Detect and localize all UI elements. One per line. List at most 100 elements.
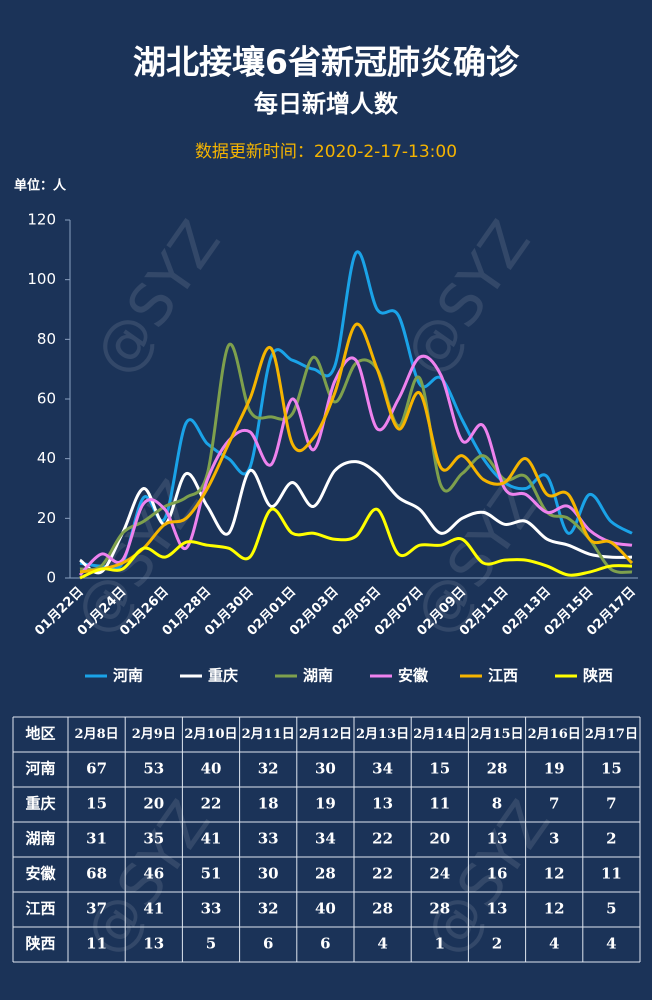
table-header: 2月14日: [413, 727, 466, 742]
table-cell: 22: [372, 865, 393, 883]
table-cell: 2: [606, 830, 616, 848]
table-header: 2月16日: [528, 727, 581, 742]
table-cell: 5: [606, 900, 616, 918]
table-cell: 4: [549, 935, 559, 953]
y-tick-label: 20: [37, 509, 56, 527]
table-cell: 33: [201, 900, 222, 918]
y-tick-label: 0: [46, 569, 56, 587]
table-cell: 8: [492, 795, 502, 813]
table-cell: 6: [263, 935, 273, 953]
y-tick-label: 120: [27, 211, 56, 229]
table-cell: 30: [315, 760, 336, 778]
update-time: 数据更新时间：2020-2-17-13:00: [195, 142, 457, 162]
table-cell: 12: [544, 900, 565, 918]
table-cell: 53: [143, 760, 164, 778]
table-cell: 1: [435, 935, 445, 953]
legend-label: 江西: [488, 667, 518, 685]
table-cell: 28: [315, 865, 336, 883]
table-cell: 15: [86, 795, 107, 813]
table-header: 2月17日: [585, 727, 638, 742]
table-cell: 40: [201, 760, 222, 778]
table-cell: 2: [492, 935, 502, 953]
table-cell: 35: [143, 830, 164, 848]
table-header: 2月9日: [132, 727, 176, 742]
table-cell: 24: [429, 865, 450, 883]
table-cell: 6: [320, 935, 330, 953]
watermark: @SYZ: [390, 209, 543, 387]
table-header: 2月12日: [299, 727, 352, 742]
table-cell: 34: [315, 830, 336, 848]
table-cell: 7: [606, 795, 616, 813]
table-cell: 13: [487, 900, 508, 918]
table-cell: 31: [86, 830, 107, 848]
watermark: @SYZ: [80, 209, 233, 387]
chart-subtitle: 每日新增人数: [254, 90, 399, 118]
series-line: [79, 507, 633, 580]
table-cell: 28: [372, 900, 393, 918]
table-cell: 湖南: [25, 830, 55, 848]
legend-label: 安徽: [398, 667, 429, 685]
table-cell: 7: [549, 795, 559, 813]
y-tick-label: 40: [37, 449, 56, 467]
table-cell: 18: [258, 795, 279, 813]
table-header: 2月8日: [75, 727, 119, 742]
table-cell: 22: [372, 830, 393, 848]
table-cell: 32: [258, 900, 279, 918]
table-cell: 19: [544, 760, 565, 778]
table-cell: 重庆: [25, 795, 55, 813]
table-cell: 15: [601, 760, 622, 778]
table-cell: 20: [429, 830, 450, 848]
table-cell: 46: [143, 865, 164, 883]
table-cell: 4: [377, 935, 387, 953]
table-cell: 11: [86, 935, 107, 953]
table-cell: 安徽: [25, 865, 56, 883]
table-cell: 河南: [25, 760, 55, 778]
table-cell: 40: [315, 900, 336, 918]
chart-title: 湖北接壤6省新冠肺炎确诊: [133, 43, 520, 82]
legend-label: 陕西: [583, 667, 613, 685]
table-header: 2月11日: [242, 727, 295, 742]
y-tick-label: 100: [27, 270, 56, 288]
table-cell: 33: [258, 830, 279, 848]
table-cell: 3: [549, 830, 559, 848]
series-line: [78, 354, 633, 577]
table-cell: 67: [86, 760, 107, 778]
table-cell: 30: [258, 865, 279, 883]
table-cell: 16: [487, 865, 508, 883]
y-tick-label: 60: [37, 390, 56, 408]
table-cell: 19: [315, 795, 336, 813]
table-cell: 15: [429, 760, 450, 778]
unit-label: 单位：人: [14, 178, 67, 194]
table-cell: 51: [201, 865, 222, 883]
series-line: [79, 322, 634, 574]
table-cell: 22: [201, 795, 222, 813]
table-cell: 13: [143, 935, 164, 953]
table-cell: 20: [143, 795, 164, 813]
table-cell: 4: [606, 935, 616, 953]
table-cell: 陕西: [25, 935, 55, 953]
table-cell: 江西: [25, 900, 55, 918]
table-cell: 11: [601, 865, 622, 883]
table-cell: 37: [86, 900, 107, 918]
table-cell: 68: [86, 865, 107, 883]
legend-label: 湖南: [303, 667, 333, 685]
y-tick-label: 80: [37, 330, 56, 348]
table-header: 2月13日: [356, 727, 409, 742]
table-cell: 13: [372, 795, 393, 813]
table-header: 2月15日: [470, 727, 523, 742]
table-cell: 12: [544, 865, 565, 883]
table-cell: 13: [487, 830, 508, 848]
watermarks: @SYZ @SYZ@SYZ @SYZ@SYZ @SYZ: [60, 209, 563, 967]
series-line: [79, 342, 633, 574]
legend-label: 河南: [113, 667, 143, 685]
table-cell: 11: [429, 795, 450, 813]
table-cell: 5: [206, 935, 216, 953]
table-header: 地区: [25, 725, 55, 743]
table-cell: 34: [372, 760, 393, 778]
table-cell: 32: [258, 760, 279, 778]
table-cell: 41: [143, 900, 164, 918]
legend-label: 重庆: [208, 667, 238, 685]
table-cell: 41: [201, 830, 222, 848]
series-line: [79, 460, 633, 575]
